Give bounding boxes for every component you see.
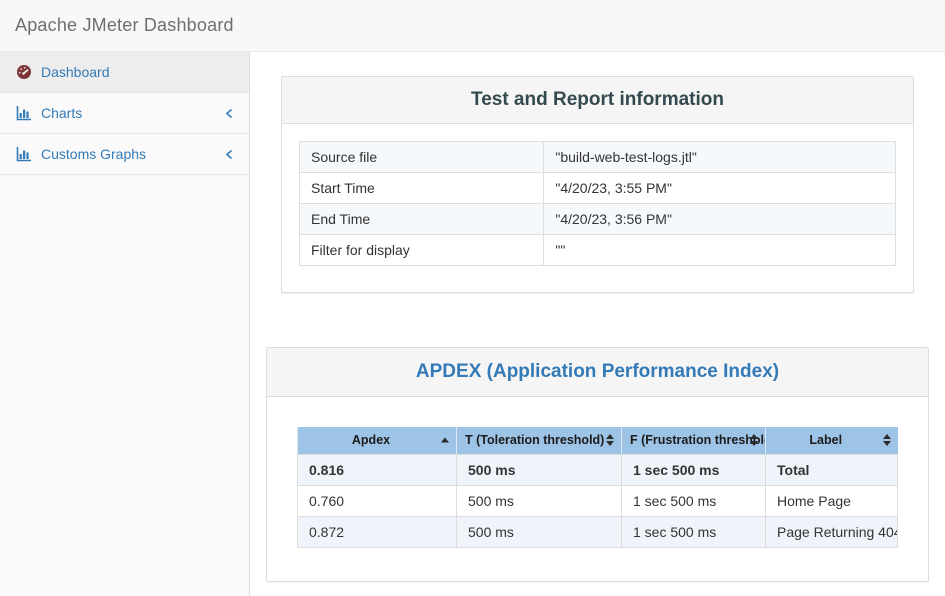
toleration-cell: 500 ms — [456, 515, 622, 548]
label-cell: Home Page — [765, 484, 898, 517]
main-content: Test and Report information Source file … — [250, 52, 945, 596]
sidebar: Dashboard Charts — [0, 52, 250, 596]
app-title: Apache JMeter Dashboard — [15, 15, 234, 35]
apdex-column-label: T (Toleration threshold) — [465, 433, 605, 448]
sort-both-icon — [882, 434, 891, 447]
test-report-info-body: Source file "build-web-test-logs.jtl" St… — [282, 124, 913, 292]
sidebar-item-charts[interactable]: Charts — [0, 93, 249, 134]
toleration-cell: 500 ms — [456, 484, 622, 517]
test-report-info-title: Test and Report information — [282, 77, 913, 124]
apdex-value-cell: 0.816 — [297, 453, 457, 486]
sidebar-item-label: Dashboard — [41, 64, 110, 80]
apdex-value-cell: 0.872 — [297, 515, 457, 548]
sort-ascending-icon — [441, 437, 449, 443]
info-row-value: "4/20/23, 3:56 PM" — [543, 203, 896, 235]
info-row-label: Source file — [298, 141, 545, 173]
label-cell: Page Returning 404 — [765, 515, 898, 548]
info-table-row: Filter for display "" — [298, 234, 896, 266]
apdex-table: Apdex T (Toleration threshold) — [297, 427, 898, 548]
apdex-header-row: Apdex T (Toleration threshold) — [297, 427, 898, 454]
frustration-cell: 1 sec 500 ms — [621, 453, 766, 486]
test-report-info-panel: Test and Report information Source file … — [281, 76, 914, 293]
app-header: Apache JMeter Dashboard — [0, 0, 945, 52]
test-report-info-table: Source file "build-web-test-logs.jtl" St… — [298, 141, 896, 266]
bar-chart-icon — [15, 105, 33, 121]
apdex-column-header[interactable]: T (Toleration threshold) — [456, 427, 622, 454]
apdex-table-row: 0.872 500 ms 1 sec 500 ms Page Returning… — [297, 515, 898, 548]
info-table-row: End Time "4/20/23, 3:56 PM" — [298, 203, 896, 235]
sidebar-item-customs-graphs[interactable]: Customs Graphs — [0, 134, 249, 175]
apdex-table-row: 0.760 500 ms 1 sec 500 ms Home Page — [297, 484, 898, 517]
apdex-column-header[interactable]: Apdex — [297, 427, 457, 454]
info-row-value: "" — [543, 234, 896, 266]
info-row-value: "4/20/23, 3:55 PM" — [543, 172, 896, 204]
apdex-panel: APDEX (Application Performance Index) Ap… — [266, 347, 929, 582]
apdex-column-label: Apdex — [351, 433, 391, 448]
chevron-left-icon[interactable] — [217, 108, 234, 119]
sidebar-item-label: Charts — [41, 105, 83, 121]
apdex-column-label: Label — [809, 433, 843, 448]
apdex-table-row: 0.816 500 ms 1 sec 500 ms Total — [297, 453, 898, 486]
chevron-left-icon[interactable] — [217, 149, 234, 160]
frustration-cell: 1 sec 500 ms — [621, 484, 766, 517]
info-row-label: Filter for display — [298, 234, 545, 266]
toleration-cell: 500 ms — [456, 453, 622, 486]
info-row-label: End Time — [298, 203, 545, 235]
bar-chart-icon — [15, 146, 33, 162]
info-row-value: "build-web-test-logs.jtl" — [543, 141, 896, 173]
apdex-panel-body: Apdex T (Toleration threshold) — [267, 397, 928, 581]
info-table-row: Source file "build-web-test-logs.jtl" — [298, 141, 896, 173]
apdex-column-header[interactable]: Label — [765, 427, 898, 454]
sidebar-item-dashboard[interactable]: Dashboard — [0, 52, 249, 93]
apdex-panel-title: APDEX (Application Performance Index) — [267, 348, 928, 397]
info-row-label: Start Time — [298, 172, 545, 204]
info-table-row: Start Time "4/20/23, 3:55 PM" — [298, 172, 896, 204]
label-cell: Total — [765, 453, 898, 486]
apdex-column-header[interactable]: F (Frustration threshold) — [621, 427, 766, 454]
tachometer-icon — [15, 64, 33, 80]
apdex-value-cell: 0.760 — [297, 484, 457, 517]
sidebar-item-label: Customs Graphs — [41, 146, 147, 162]
sort-both-icon — [750, 434, 758, 447]
sort-both-icon — [606, 434, 614, 447]
frustration-cell: 1 sec 500 ms — [621, 515, 766, 548]
apdex-column-label: F (Frustration threshold) — [630, 433, 766, 448]
